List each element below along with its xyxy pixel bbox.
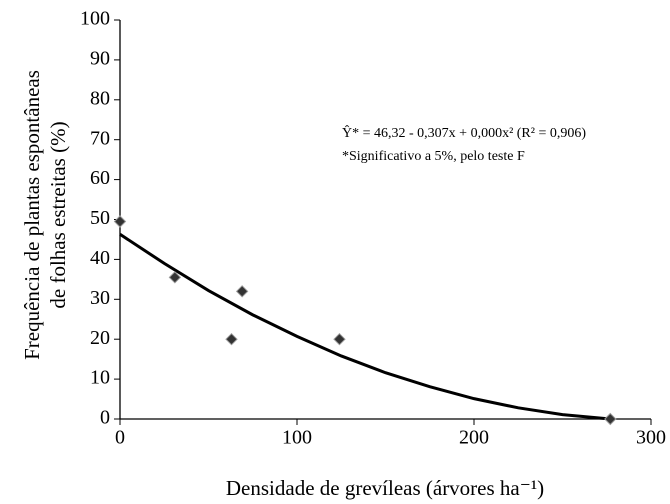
y-tick-label: 30 xyxy=(90,287,110,309)
data-point xyxy=(225,332,238,346)
data-point xyxy=(333,332,346,346)
data-point xyxy=(113,215,127,228)
fit-line xyxy=(119,233,611,421)
x-tick-label: 0 xyxy=(115,427,125,449)
data-point xyxy=(604,412,617,426)
y-tick-label: 10 xyxy=(90,367,110,389)
data-point xyxy=(235,285,249,298)
y-tick-label: 70 xyxy=(90,127,110,149)
y-tick-label: 40 xyxy=(90,247,110,269)
y-tick-label: 0 xyxy=(100,407,110,429)
x-tick-label: 300 xyxy=(636,427,666,449)
y-tick-label: 90 xyxy=(90,47,110,69)
y-tick-label: 20 xyxy=(90,327,110,349)
x-tick-label: 200 xyxy=(459,427,489,449)
y-tick-label: 60 xyxy=(90,167,110,189)
x-axis-label: Densidade de grevíleas (árvores ha⁻¹) xyxy=(226,476,544,500)
data-point xyxy=(168,271,182,284)
y-tick-label: 100 xyxy=(80,8,110,30)
annotation: *Significativo a 5%, pelo teste F xyxy=(342,149,525,164)
y-axis-label: Frequência de plantas espontâneas xyxy=(20,70,44,360)
annotation: Ŷ* = 46,32 - 0,307x + 0,000x² (R² = 0,90… xyxy=(342,124,586,141)
y-tick-label: 80 xyxy=(90,87,110,109)
y-tick-label: 50 xyxy=(90,207,110,229)
y-axis-label: de folhas estreitas (%) xyxy=(46,121,70,308)
x-tick-label: 100 xyxy=(282,427,312,449)
